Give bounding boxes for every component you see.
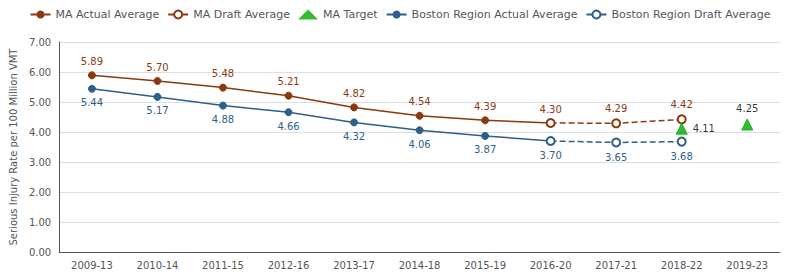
- svg-text:5.00: 5.00: [29, 97, 51, 108]
- svg-text:4.88: 4.88: [212, 114, 234, 125]
- svg-text:2.00: 2.00: [29, 187, 51, 198]
- svg-text:5.70: 5.70: [146, 62, 168, 73]
- svg-text:0.00: 0.00: [29, 247, 51, 258]
- svg-text:4.39: 4.39: [474, 101, 496, 112]
- svg-text:Boston Region Draft Average: Boston Region Draft Average: [611, 8, 770, 21]
- svg-text:4.82: 4.82: [343, 88, 365, 99]
- svg-text:6.00: 6.00: [29, 67, 51, 78]
- svg-text:2009-13: 2009-13: [71, 260, 113, 271]
- svg-text:2010-14: 2010-14: [137, 260, 179, 271]
- svg-text:4.30: 4.30: [540, 104, 562, 115]
- svg-text:7.00: 7.00: [29, 37, 51, 48]
- svg-text:5.48: 5.48: [212, 68, 234, 79]
- svg-text:1.00: 1.00: [29, 217, 51, 228]
- svg-text:4.66: 4.66: [277, 121, 299, 132]
- svg-text:4.25: 4.25: [736, 103, 758, 114]
- svg-text:4.11: 4.11: [693, 123, 715, 134]
- svg-text:2015-19: 2015-19: [464, 260, 506, 271]
- svg-text:3.65: 3.65: [605, 152, 627, 163]
- svg-text:2019-23: 2019-23: [726, 260, 768, 271]
- svg-text:Serious Injury Rate per 100 Mi: Serious Injury Rate per 100 Million VMT: [8, 48, 19, 246]
- svg-text:2012-16: 2012-16: [268, 260, 310, 271]
- svg-text:3.00: 3.00: [29, 157, 51, 168]
- svg-text:3.87: 3.87: [474, 144, 496, 155]
- svg-text:4.00: 4.00: [29, 127, 51, 138]
- svg-text:MA Draft Average: MA Draft Average: [193, 8, 290, 21]
- svg-text:5.89: 5.89: [81, 56, 103, 67]
- svg-text:4.54: 4.54: [408, 96, 430, 107]
- svg-text:3.70: 3.70: [540, 150, 562, 161]
- svg-text:2018-22: 2018-22: [661, 260, 703, 271]
- svg-text:2014-18: 2014-18: [399, 260, 441, 271]
- svg-text:4.32: 4.32: [343, 131, 365, 142]
- svg-text:5.21: 5.21: [277, 76, 299, 87]
- svg-text:3.68: 3.68: [671, 151, 693, 162]
- svg-text:2013-17: 2013-17: [333, 260, 375, 271]
- svg-text:4.06: 4.06: [408, 139, 430, 150]
- svg-text:4.42: 4.42: [671, 99, 693, 110]
- svg-text:MA Actual Average: MA Actual Average: [56, 8, 160, 21]
- svg-text:2011-15: 2011-15: [202, 260, 244, 271]
- svg-text:2016-20: 2016-20: [530, 260, 572, 271]
- svg-text:4.29: 4.29: [605, 103, 627, 114]
- svg-text:5.17: 5.17: [146, 105, 168, 116]
- svg-text:2017-21: 2017-21: [595, 260, 637, 271]
- svg-text:5.44: 5.44: [81, 97, 103, 108]
- svg-text:Boston Region Actual Average: Boston Region Actual Average: [412, 8, 578, 21]
- svg-text:MA Target: MA Target: [323, 8, 378, 21]
